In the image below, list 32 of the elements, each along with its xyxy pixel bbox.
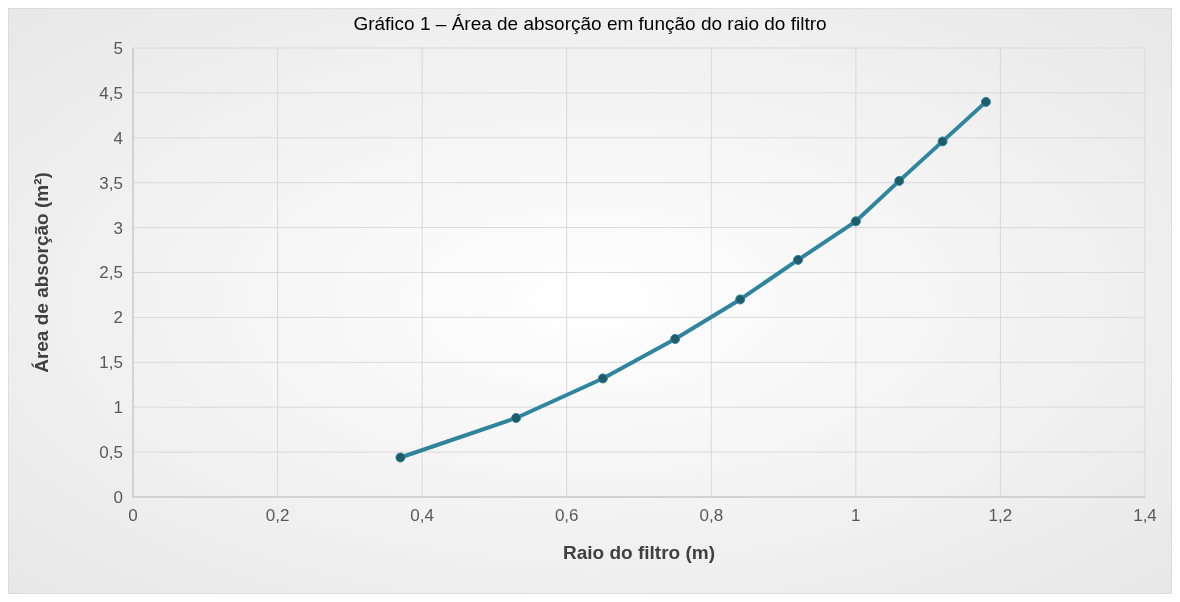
chart-title: Gráfico 1 – Área de absorção em função do raio do filtro <box>353 13 827 34</box>
y-tick-label: 5 <box>113 38 123 58</box>
x-tick-label: 1,4 <box>1133 506 1157 525</box>
point <box>511 412 522 423</box>
x-tick-label: 0 <box>128 506 138 525</box>
x-tick-label: 0,8 <box>699 506 724 525</box>
y-axis-title: Área de absorção (m²) <box>31 172 52 373</box>
y-tick-label: 0 <box>113 487 123 507</box>
y-tick-label: 3 <box>113 218 123 238</box>
point <box>980 96 991 107</box>
point <box>735 294 746 305</box>
y-tick-label: 4 <box>113 128 123 148</box>
x-tick-label: 0,6 <box>554 506 579 525</box>
point <box>597 373 608 384</box>
y-tick-label: 0,5 <box>99 443 123 463</box>
x-axis-title: Raio do filtro (m) <box>563 542 715 563</box>
x-tick-label: 0,4 <box>410 506 434 525</box>
point <box>793 254 804 265</box>
y-tick-label: 2 <box>113 308 123 328</box>
x-tick-label: 1,2 <box>988 506 1013 525</box>
point <box>850 216 861 227</box>
x-tick-label: 1 <box>851 506 861 525</box>
point <box>937 136 948 147</box>
y-tick-label: 3,5 <box>99 173 123 193</box>
point <box>670 333 681 344</box>
y-tick-label: 2,5 <box>99 263 123 283</box>
y-tick-label: 4,5 <box>99 83 123 103</box>
point <box>894 175 905 186</box>
x-tick-label: 0,2 <box>265 506 290 525</box>
y-tick-label: 1 <box>113 398 123 418</box>
y-tick-label: 1,5 <box>99 353 123 373</box>
point <box>395 452 406 463</box>
